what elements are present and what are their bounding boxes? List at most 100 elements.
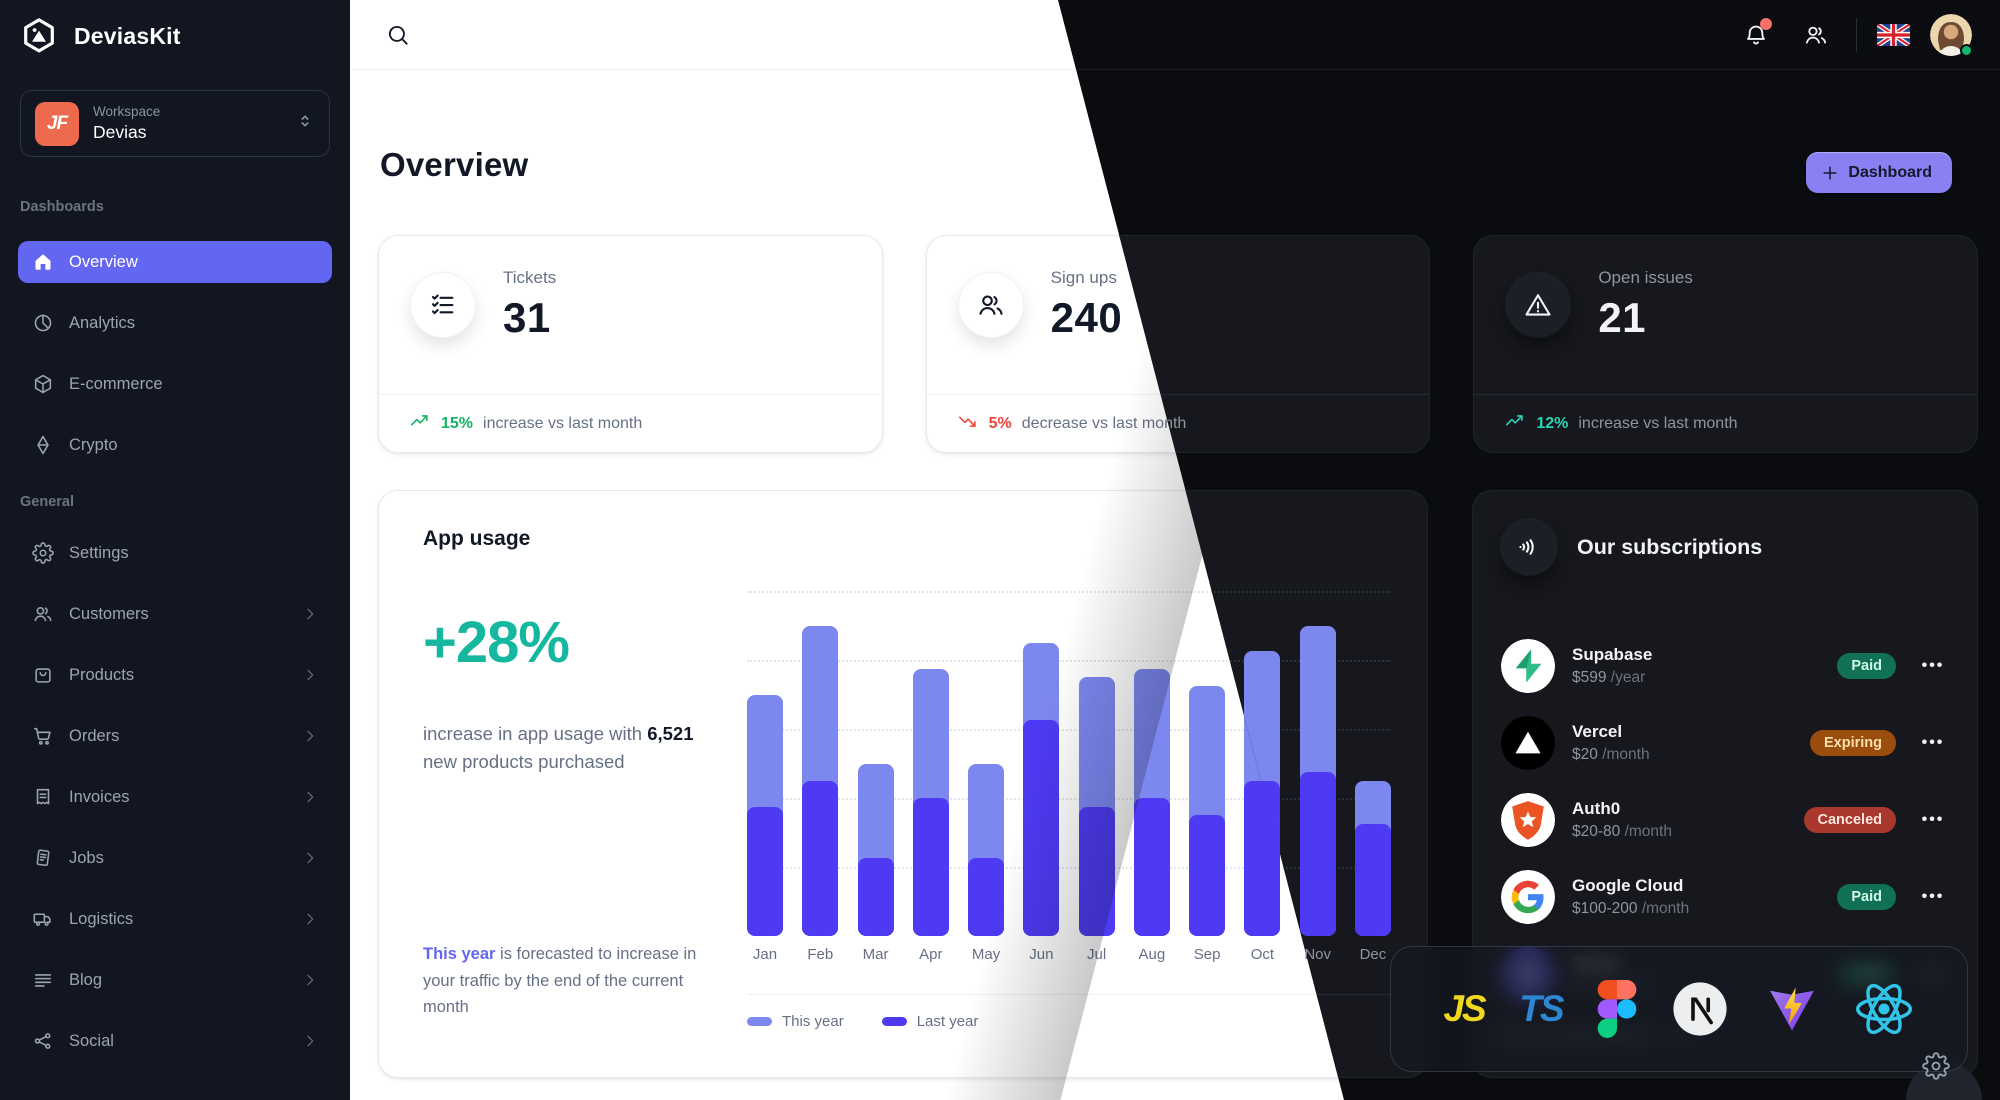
search-icon[interactable]	[378, 15, 418, 55]
x-tick-label: Jan	[752, 946, 778, 963]
subscription-row-vercel[interactable]: Vercel $20 /month Expiring •••	[1501, 704, 1953, 781]
last-year-bar	[1078, 806, 1115, 936]
language-uk-flag[interactable]	[1877, 23, 1910, 46]
auth0-logo	[1501, 792, 1555, 847]
subscription-name: Vercel	[1572, 721, 1623, 741]
subscription-row-google-cloud[interactable]: Google Cloud $100-200 /month Paid •••	[1501, 858, 1953, 935]
sidebar-nav: Dashboards Overview Analytics E-commerce Cry…	[0, 199, 350, 1062]
sidebar-item-orders[interactable]: Orders	[18, 715, 332, 757]
nextjs-icon	[1673, 982, 1728, 1036]
gridline	[747, 591, 1391, 593]
sidebar: DeviasKit JF Workspace Devias Dashboards…	[0, 0, 350, 1100]
contactless-icon	[1501, 519, 1557, 575]
checklist-icon	[411, 273, 475, 337]
online-status-dot	[1960, 43, 1973, 57]
x-tick-label: Feb	[807, 946, 834, 963]
bar-jun[interactable]	[1023, 591, 1060, 936]
brand-name: DeviasKit	[74, 22, 181, 49]
add-dashboard-button[interactable]: Dashboard	[1806, 152, 1952, 193]
sidebar-item-overview[interactable]: Overview	[18, 241, 332, 283]
more-options-icon[interactable]: •••	[1921, 733, 1945, 751]
sidebar-item-invoices[interactable]: Invoices	[18, 776, 332, 818]
nav-section-label: General	[20, 494, 74, 510]
x-tick-label: Nov	[1304, 946, 1331, 963]
chevron-right-icon	[302, 789, 318, 805]
x-tick-label: Aug	[1138, 946, 1166, 963]
bar-sep[interactable]	[1189, 591, 1226, 936]
bar-apr[interactable]	[912, 591, 949, 936]
stat-delta: 5%	[988, 414, 1012, 432]
last-year-bar	[1133, 798, 1170, 936]
last-year-bar	[1354, 823, 1391, 936]
bar-nov[interactable]	[1299, 591, 1336, 936]
chevron-right-icon	[302, 728, 318, 744]
more-options-icon[interactable]: •••	[1921, 656, 1945, 674]
javascript-icon: JS	[1443, 988, 1486, 1029]
vite-icon	[1770, 987, 1814, 1031]
stat-value: 31	[503, 294, 551, 341]
bar-jul[interactable]	[1078, 591, 1115, 936]
plus-icon	[1823, 165, 1838, 180]
last-year-bar	[968, 858, 1005, 936]
sidebar-item-analytics[interactable]: Analytics	[18, 302, 332, 344]
bar-feb[interactable]	[802, 591, 839, 936]
sidebar-item-social[interactable]: Social	[18, 1020, 332, 1062]
warning-icon	[1506, 273, 1571, 337]
last-year-bar	[857, 858, 894, 936]
settings-gear-icon[interactable]	[1922, 1052, 1950, 1080]
bar-aug[interactable]	[1133, 591, 1170, 936]
sidebar-item-jobs[interactable]: Jobs	[18, 837, 332, 879]
nav-section-label: Dashboards	[20, 199, 104, 215]
bar-dec[interactable]	[1354, 591, 1391, 936]
sidebar-item-customers[interactable]: Customers	[18, 593, 332, 635]
desc-strong: 6,521	[647, 723, 694, 744]
nextjs-icon	[1671, 978, 1729, 1040]
figma-icon	[1597, 978, 1637, 1040]
bar-mar[interactable]	[857, 591, 894, 936]
unfold-icon	[295, 111, 315, 136]
sidebar-item-crypto[interactable]: Crypto	[18, 424, 332, 466]
user-avatar[interactable]	[1930, 13, 1973, 57]
stat-body: Sign ups 240	[927, 236, 1430, 374]
pie-icon	[32, 312, 54, 334]
bar-may[interactable]	[968, 591, 1005, 936]
status-badge: Canceled	[1803, 806, 1896, 833]
app-usage-summary: App usage +28% increase in app usage wit…	[423, 527, 723, 794]
stat-body: Tickets 31	[379, 236, 882, 374]
subscription-row-auth0[interactable]: Auth0 $20-80 /month Canceled •••	[1501, 781, 1953, 858]
sidebar-item-e-commerce[interactable]: E-commerce	[18, 363, 332, 405]
stat-card-open-issues: Open issues 21 12% increase vs last month	[1473, 235, 1978, 453]
contacts-users-icon[interactable]	[1796, 15, 1836, 55]
more-options-icon[interactable]: •••	[1921, 887, 1945, 905]
sidebar-item-products[interactable]: Products	[18, 654, 332, 696]
gridline	[747, 798, 1391, 800]
sidebar-item-label: Logistics	[69, 909, 134, 928]
sidebar-item-label: Customers	[69, 604, 149, 623]
vercel-logo	[1501, 715, 1555, 770]
sidebar-item-logistics[interactable]: Logistics	[18, 898, 332, 940]
price-period: /year	[1610, 668, 1646, 686]
x-tick-label: Sep	[1193, 946, 1221, 963]
workspace-selector[interactable]: JF Workspace Devias	[20, 90, 330, 157]
top-header	[1058, 0, 2000, 70]
app-usage-title: App usage	[423, 527, 531, 550]
add-dashboard-label: Dashboard	[1848, 163, 1932, 181]
sidebar-item-blog[interactable]: Blog	[18, 959, 332, 1001]
price-period: /month	[1641, 899, 1690, 917]
sidebar-item-settings[interactable]: Settings	[18, 532, 332, 574]
gridline	[1058, 591, 1391, 593]
page-title: Overview	[380, 146, 529, 183]
chevron-right-icon	[302, 667, 318, 683]
subscription-row-supabase[interactable]: Supabase $599 /year Paid •••	[1501, 627, 1953, 704]
sidebar-item-label: Invoices	[69, 787, 130, 806]
lines-icon	[32, 969, 54, 991]
more-options-icon[interactable]: •••	[1921, 810, 1945, 828]
trend-up-icon	[409, 410, 431, 437]
header-actions	[1736, 13, 1973, 57]
notifications-bell-icon[interactable]	[1736, 15, 1776, 55]
bar-jan[interactable]	[747, 591, 783, 936]
x-tick-label: Oct	[1250, 946, 1275, 963]
users-icon	[958, 273, 1023, 337]
brand[interactable]: DeviasKit	[0, 0, 350, 56]
gridline	[747, 729, 1391, 731]
